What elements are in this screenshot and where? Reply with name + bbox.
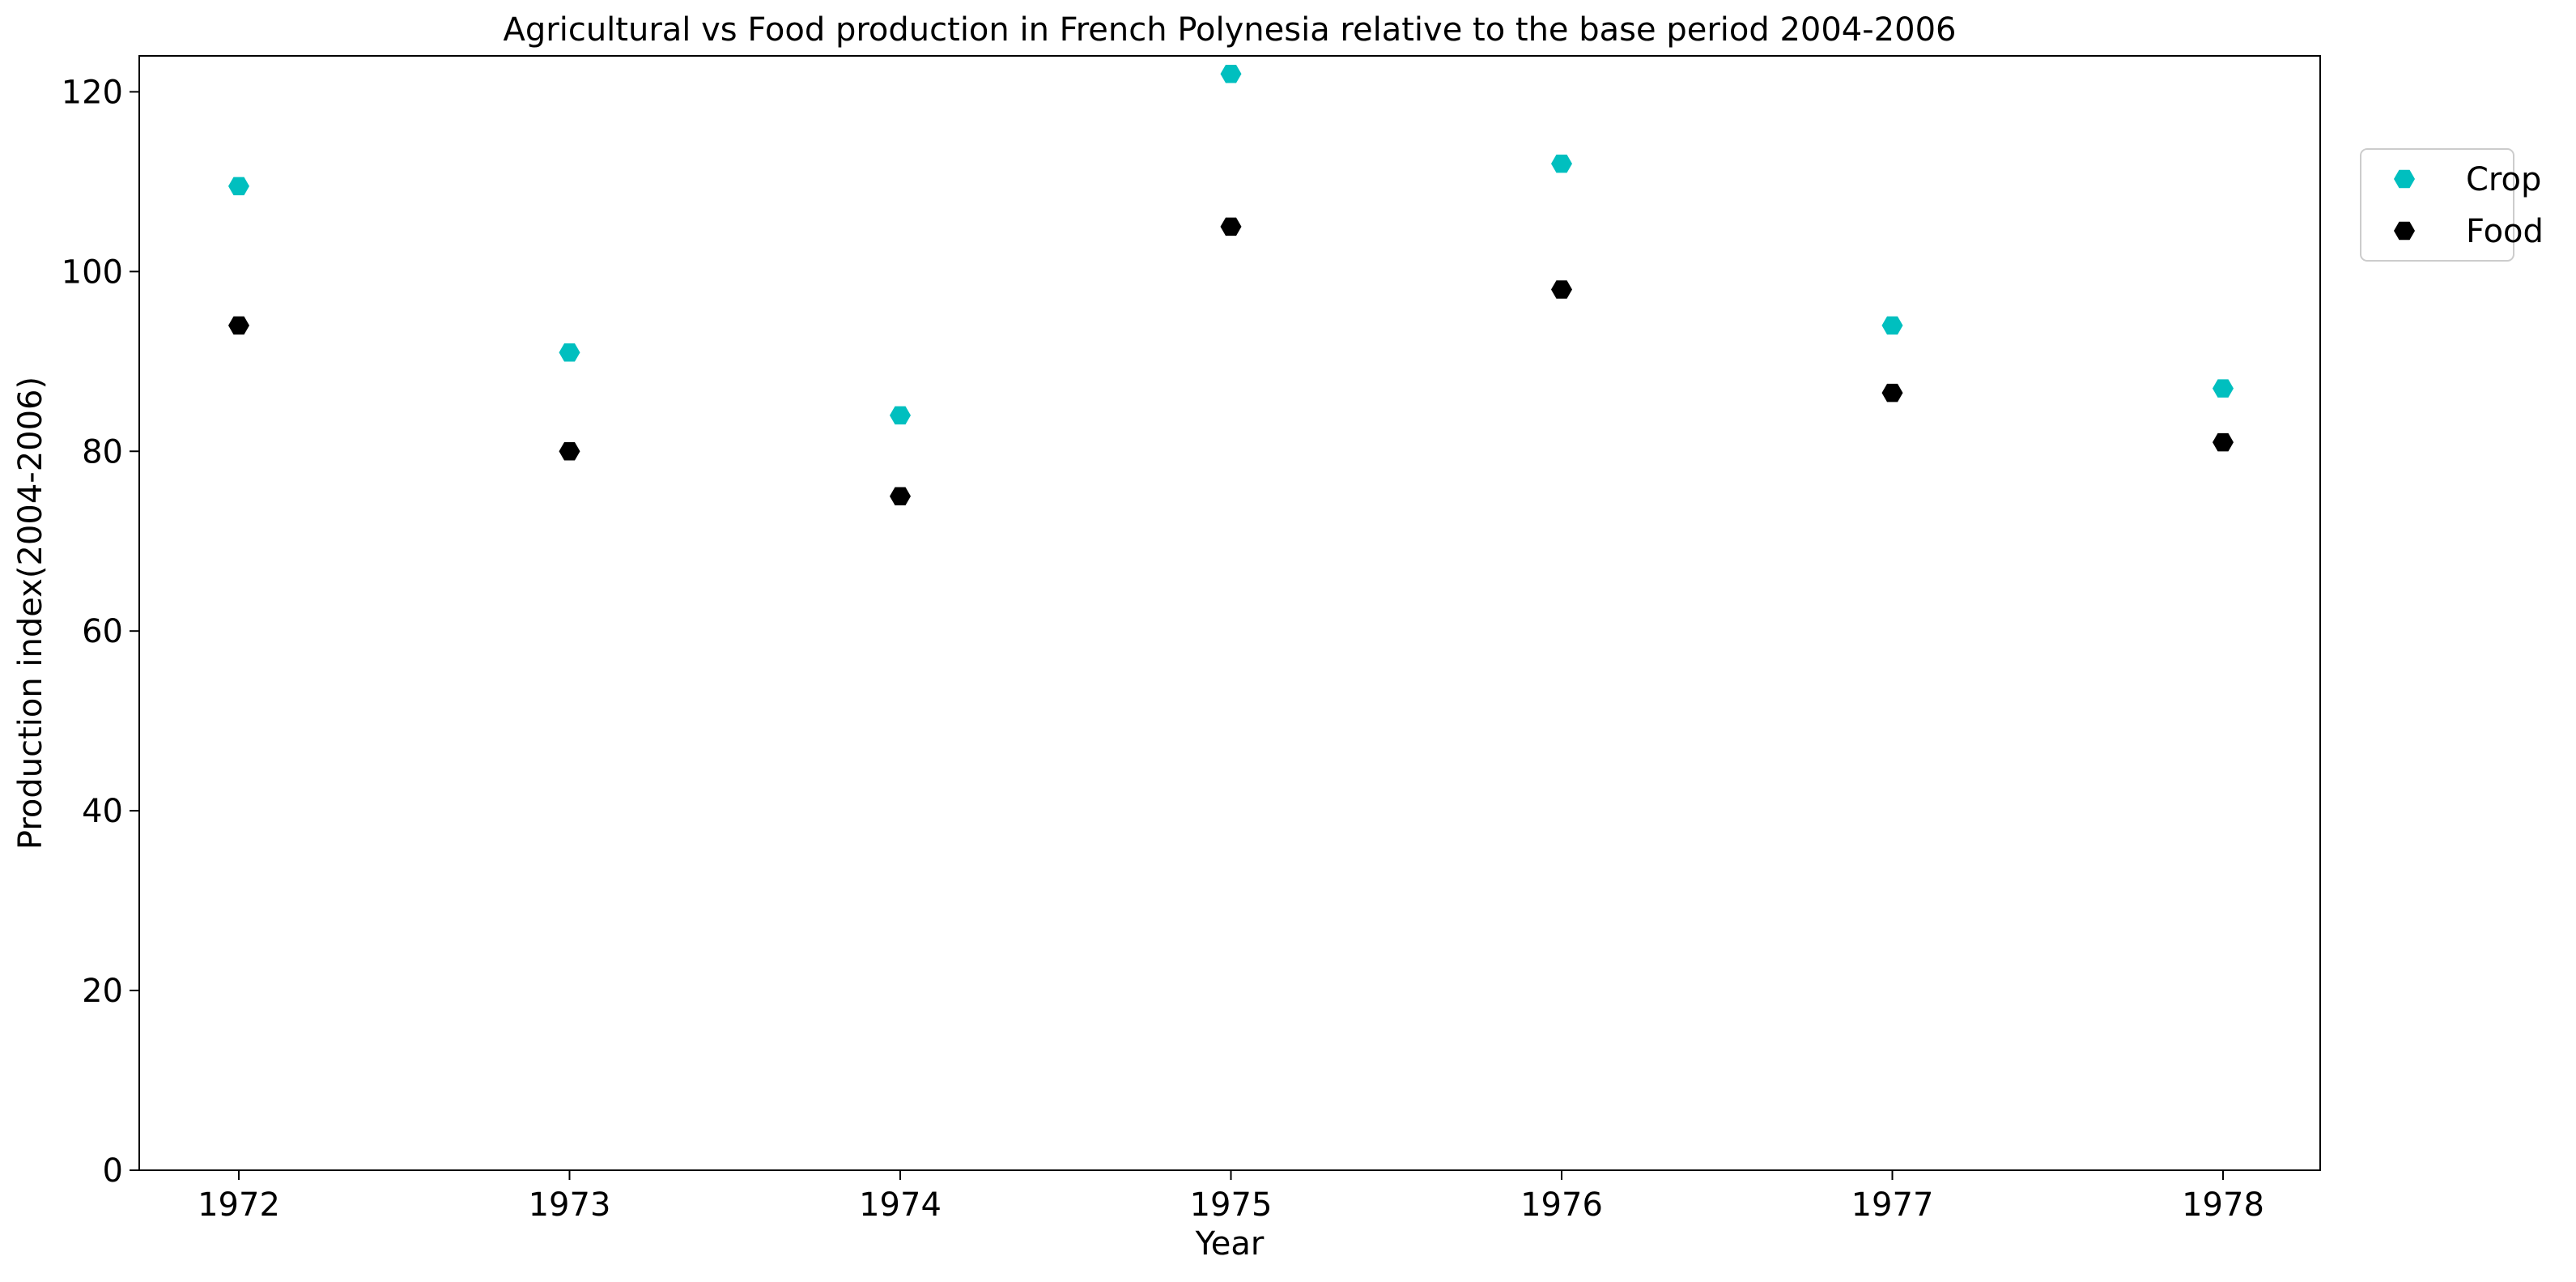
plot-frame (138, 55, 2321, 1171)
data-point-food (1551, 280, 1572, 299)
data-point-food (2213, 432, 2234, 452)
x-tick-label: 1974 (859, 1186, 942, 1224)
data-series (228, 64, 2234, 505)
y-tick-label: 120 (62, 74, 123, 111)
x-tick-label: 1975 (1190, 1186, 1273, 1224)
x-tick-label: 1976 (1520, 1186, 1603, 1224)
y-tick-label: 20 (82, 973, 123, 1010)
x-axis-label: Year (1195, 1225, 1265, 1263)
data-point-crop (1551, 154, 1572, 173)
x-axis-ticks: 1972 1973 1974 1975 1976 1977 1978 (198, 1170, 2264, 1224)
data-point-food (1220, 217, 1242, 236)
data-point-food (559, 442, 580, 461)
legend-marker-food (2394, 221, 2415, 241)
data-point-crop (559, 343, 580, 362)
y-tick-label: 80 (82, 433, 123, 471)
x-tick-label: 1978 (2182, 1186, 2264, 1224)
y-tick-label: 0 (103, 1152, 123, 1190)
legend-label-crop: Crop (2466, 161, 2541, 198)
y-tick-label: 40 (82, 793, 123, 830)
series-food (228, 217, 2234, 505)
data-point-food (228, 316, 249, 335)
chart-title: Agricultural vs Food production in Frenc… (504, 11, 1957, 49)
data-point-food (890, 487, 911, 505)
y-tick-label: 100 (62, 253, 123, 291)
y-axis-label: Production index(2004-2006) (12, 377, 49, 850)
legend: Crop Food (2360, 148, 2544, 262)
legend-label-food: Food (2466, 213, 2544, 250)
y-tick-label: 60 (82, 613, 123, 650)
data-point-crop (1220, 64, 1242, 83)
x-tick-label: 1972 (198, 1186, 280, 1224)
legend-marker-crop (2394, 169, 2415, 189)
x-tick-label: 1973 (529, 1186, 611, 1224)
data-point-crop (2213, 379, 2234, 398)
x-tick-label: 1977 (1851, 1186, 1934, 1224)
data-point-crop (890, 406, 911, 425)
data-point-food (1881, 383, 1903, 402)
legend-items: Crop Food (2394, 161, 2544, 250)
series-crop (228, 64, 2234, 425)
data-point-crop (228, 177, 249, 196)
y-axis-ticks: 0 20 40 60 80 100 120 (62, 74, 139, 1190)
data-point-crop (1881, 316, 1903, 335)
